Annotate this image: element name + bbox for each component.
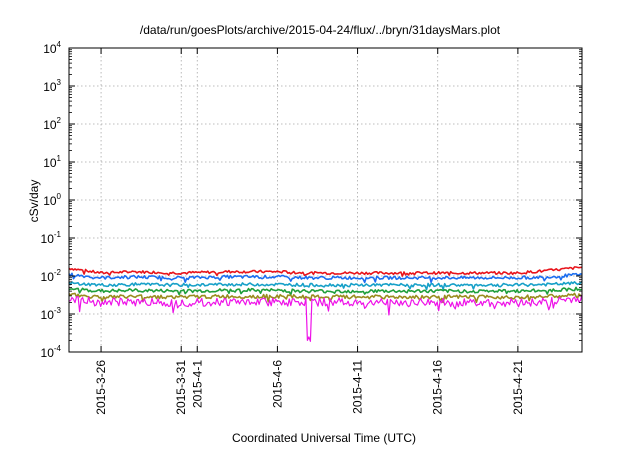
- x-tick-label: 2015-4-6: [270, 360, 284, 408]
- y-tick-label: 10-3: [41, 306, 62, 322]
- y-tick-label: 103: [43, 78, 61, 94]
- x-tick-label: 2015-4-16: [431, 360, 445, 415]
- y-tick-label: 102: [43, 116, 61, 132]
- y-tick-label: 10-2: [41, 268, 62, 284]
- series-layer: [68, 266, 583, 342]
- series-line-2: [68, 272, 583, 284]
- x-tick-label: 2015-4-11: [351, 360, 365, 414]
- y-tick-label: 100: [43, 192, 61, 208]
- x-tick-label: 2015-4-21: [511, 360, 525, 415]
- series-line-3: [68, 280, 583, 291]
- y-tick-label: 10-4: [41, 344, 62, 360]
- series-line-4: [68, 286, 583, 296]
- x-tick-label: 2015-3-26: [94, 360, 108, 415]
- series-line-5: [68, 292, 583, 304]
- chart-title: /data/run/goesPlots/archive/2015-04-24/f…: [140, 23, 501, 37]
- tick-layer: 10-4 10-3 10-2 10-1 100 101 102 103 104 2015-3-26…: [41, 40, 582, 415]
- y-tick-label: 101: [43, 154, 61, 170]
- series-line-1: [68, 266, 583, 277]
- x-tick-label: 2015-4-1: [190, 360, 204, 408]
- y-axis-label: cSv/day: [27, 180, 41, 223]
- y-tick-label: 10-1: [41, 230, 62, 246]
- y-tick-label: 104: [43, 40, 61, 56]
- x-tick-label: 2015-3-31: [174, 360, 188, 415]
- x-axis-label: Coordinated Universal Time (UTC): [232, 431, 416, 445]
- series-line-6: [68, 294, 583, 342]
- grid-layer: [69, 48, 582, 352]
